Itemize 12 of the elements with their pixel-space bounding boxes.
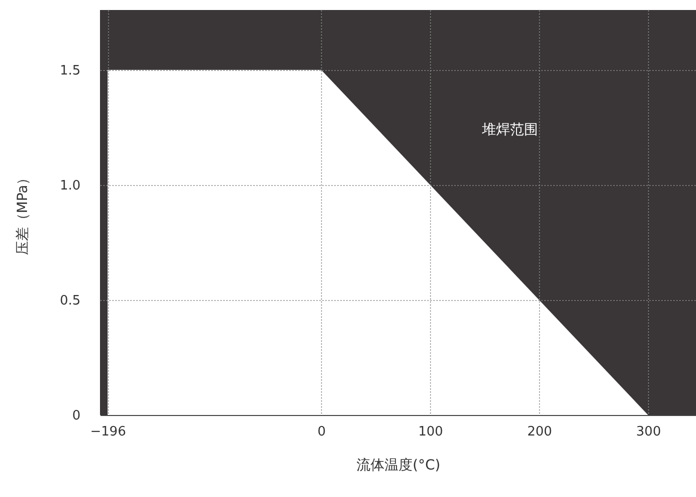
x-axis-title: 流体温度(°C) (356, 458, 440, 474)
y-tick-label: 0.5 (60, 293, 80, 308)
x-tick-label: 200 (527, 424, 552, 440)
band-label: 堆焊范围 (481, 122, 538, 138)
x-tick-label: 0 (318, 424, 326, 440)
x-tick-label: 100 (418, 424, 444, 440)
x-tick-label: 300 (636, 424, 661, 440)
x-tick-label: −196 (90, 424, 126, 440)
y-axis-title: 压差（MPa） (14, 170, 31, 256)
y-tick-label: 1.0 (60, 178, 80, 194)
y-tick-label: 1.5 (60, 63, 80, 78)
y-tick-label: 0 (72, 408, 80, 424)
